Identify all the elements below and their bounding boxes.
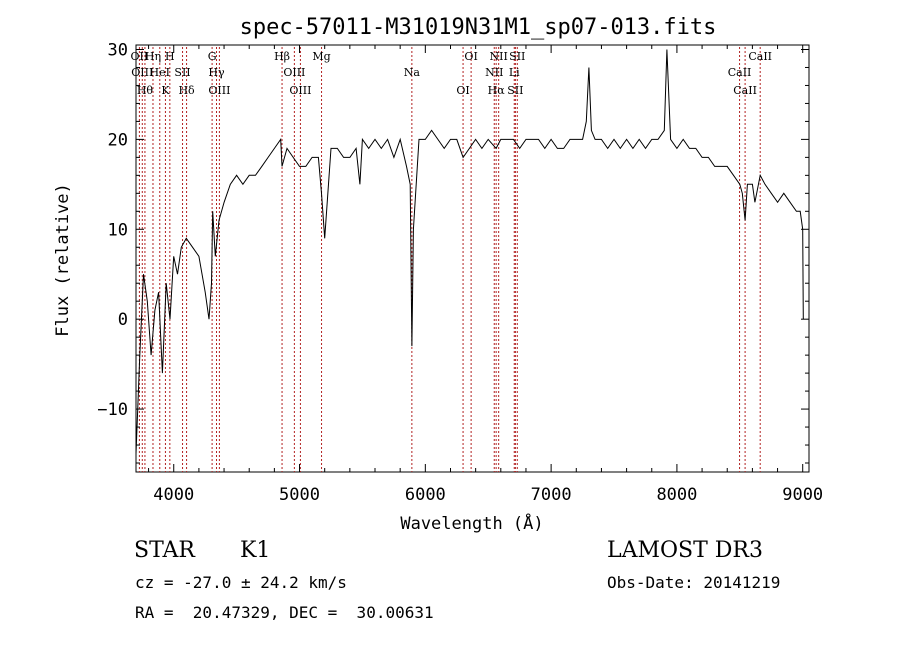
line-label-24: SII bbox=[509, 50, 525, 63]
line-label-0: OII bbox=[131, 50, 149, 63]
line-label-15: Mg bbox=[312, 50, 330, 63]
emission-line-labels: OII OIII Hθ Hη HeI K H SII Hδ G Hγ OIII Hβ OIII OIII Mg… bbox=[131, 50, 772, 97]
line-label-21: NII bbox=[490, 50, 508, 63]
x-tick-label-4: 8000 bbox=[656, 485, 697, 505]
x-axis-ticks: 4000 5000 6000 7000 8000 9000 bbox=[148, 45, 823, 505]
x-tick-label-0: 4000 bbox=[153, 485, 194, 505]
x-tick-label-5: 9000 bbox=[782, 485, 823, 505]
line-label-20: Hα bbox=[488, 84, 506, 97]
line-label-14: OIII bbox=[289, 84, 311, 97]
y-tick-label-1: 0 bbox=[118, 310, 128, 330]
line-label-19: NII bbox=[485, 66, 503, 79]
x-tick-label-2: 6000 bbox=[405, 485, 446, 505]
x-tick-label-1: 5000 bbox=[279, 485, 320, 505]
line-label-12: Hβ bbox=[274, 50, 290, 63]
line-label-26: CaII bbox=[733, 84, 757, 97]
line-label-3: Hη bbox=[145, 50, 161, 63]
redshift-cz: cz = -27.0 ± 24.2 km/s bbox=[135, 573, 347, 592]
survey-name: LAMOST DR3 bbox=[607, 538, 763, 563]
line-label-11: OIII bbox=[208, 84, 230, 97]
line-label-16: Na bbox=[404, 66, 421, 79]
line-label-23: SII bbox=[507, 84, 523, 97]
emission-line-markers bbox=[138, 47, 761, 472]
line-label-5: K bbox=[161, 84, 170, 97]
coordinates: RA = 20.47329, DEC = 30.00631 bbox=[135, 603, 434, 622]
line-label-22: Li bbox=[509, 66, 520, 79]
object-subclass: K1 bbox=[240, 538, 271, 563]
y-tick-label-0: −10 bbox=[97, 400, 128, 420]
line-label-7: SII bbox=[174, 66, 190, 79]
object-class: STAR bbox=[134, 538, 195, 563]
spectrum-series-line bbox=[135, 49, 804, 455]
y-axis-ticks: −10 0 10 20 30 bbox=[97, 40, 809, 464]
plot-frame bbox=[135, 44, 810, 473]
line-label-17: OI bbox=[456, 84, 469, 97]
line-label-4: HeI bbox=[150, 66, 170, 79]
x-tick-label-3: 7000 bbox=[531, 485, 572, 505]
line-label-8: Hδ bbox=[178, 84, 195, 97]
y-tick-label-3: 20 bbox=[108, 130, 128, 150]
y-tick-label-4: 30 bbox=[108, 40, 128, 60]
observation-date: Obs-Date: 20141219 bbox=[607, 573, 781, 592]
line-label-25: CaII bbox=[728, 66, 752, 79]
line-label-6: H bbox=[165, 50, 175, 63]
line-label-2: Hθ bbox=[137, 84, 154, 97]
x-axis-label: Wavelength (Å) bbox=[400, 512, 543, 534]
line-label-13: OIII bbox=[283, 66, 305, 79]
line-label-18: OI bbox=[464, 50, 477, 63]
chart-title: spec-57011-M31019N31M1_sp07-013.fits bbox=[240, 15, 717, 40]
line-label-10: Hγ bbox=[208, 66, 225, 79]
line-label-1: OIII bbox=[131, 66, 153, 79]
y-tick-label-2: 10 bbox=[108, 220, 128, 240]
y-axis-label: Flux (relative) bbox=[53, 183, 73, 337]
line-label-27: CaII bbox=[748, 50, 772, 63]
line-label-9: G bbox=[208, 50, 217, 63]
